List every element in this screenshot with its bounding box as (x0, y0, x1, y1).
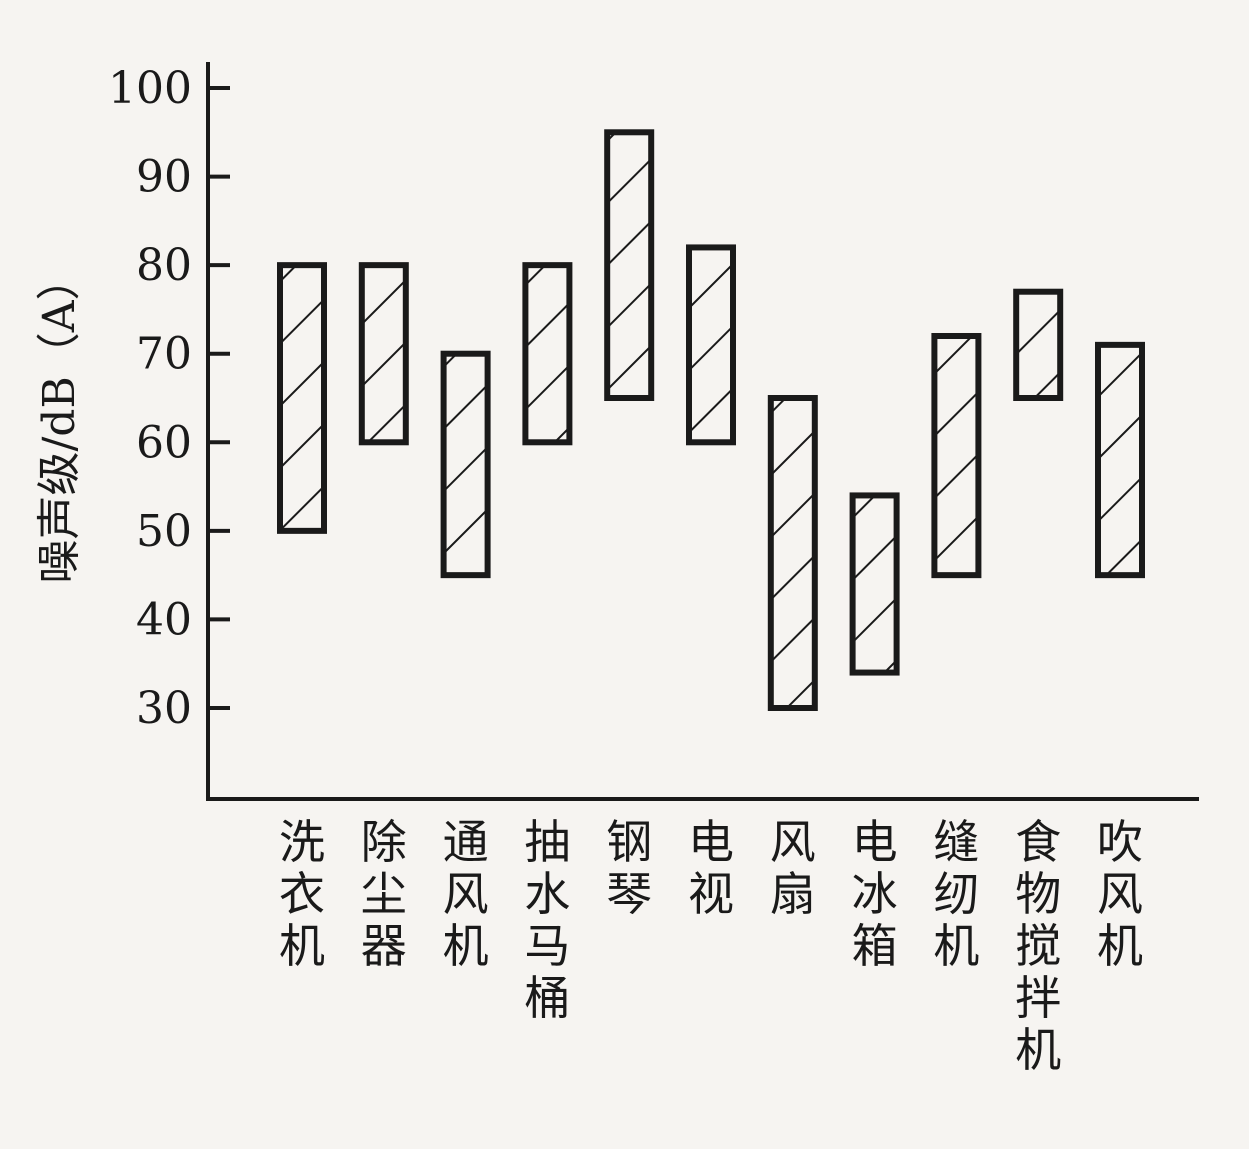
category-label: 洗衣机 (279, 815, 325, 973)
category-label: 食物搅拌机 (1015, 815, 1061, 1077)
category-label: 风扇 (770, 815, 816, 921)
y-tick-label: 40 (136, 594, 192, 645)
category-label: 抽水马桶 (524, 815, 570, 1025)
range-bar-4 (522, 262, 573, 446)
range-bar-9 (931, 333, 982, 579)
range-bar-5 (604, 129, 655, 402)
range-bar-6 (686, 244, 736, 446)
y-tick-label: 100 (108, 63, 192, 114)
range-bar-2 (358, 262, 409, 446)
range-bar-3 (440, 350, 491, 579)
y-tick-label: 80 (136, 240, 192, 291)
y-axis-title: 噪声级/dB（A） (34, 256, 85, 583)
category-label: 吹风机 (1097, 815, 1143, 973)
category-label: 电视 (688, 815, 734, 921)
range-bars (277, 129, 1145, 711)
range-bar-11 (1095, 341, 1145, 579)
y-tick-label: 60 (136, 417, 192, 468)
y-ticks: 30 40 50 60 70 80 90 100 (108, 63, 230, 734)
y-tick-label: 90 (136, 152, 192, 203)
category-label: 通风机 (443, 815, 489, 973)
category-label: 缝纫机 (933, 815, 979, 973)
category-label: 电冰箱 (852, 815, 898, 973)
category-label: 钢琴 (606, 815, 652, 921)
range-bar-7 (767, 395, 818, 711)
range-bar-8 (849, 492, 900, 676)
y-tick-label: 30 (136, 683, 192, 734)
axes (206, 62, 1199, 801)
range-bar-10 (1013, 288, 1064, 402)
category-label: 除尘器 (361, 815, 407, 973)
y-tick-label: 70 (136, 329, 192, 380)
range-bar-1 (277, 262, 327, 534)
y-tick-label: 50 (136, 506, 192, 557)
